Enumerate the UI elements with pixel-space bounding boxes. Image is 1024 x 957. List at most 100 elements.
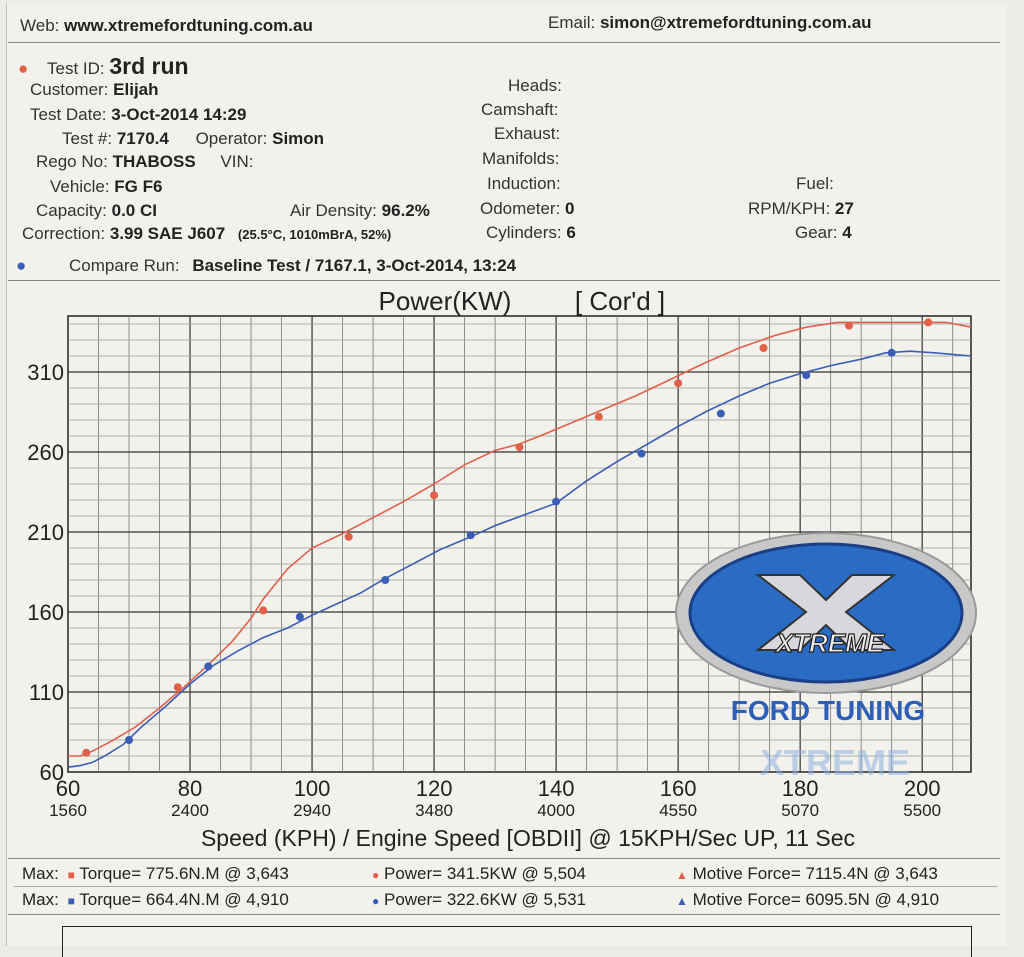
air-density-value: 96.2% xyxy=(381,201,430,220)
customer-label: Customer: xyxy=(30,80,109,99)
series-marker-1 xyxy=(674,379,683,388)
footer-torque-red: Torque= 775.6N.M @ 3,643 xyxy=(79,864,289,883)
test-id-label: Test ID: xyxy=(47,59,105,78)
footer-divider-mid xyxy=(14,886,998,887)
web-label: Web: xyxy=(20,16,60,35)
vehicle-label: Vehicle: xyxy=(50,177,110,196)
footer-power-blue-cell: ● Power= 322.6KW @ 5,531 xyxy=(372,890,586,910)
footer-row-blue: Max: ■ Torque= 664.4N.M @ 4,910 xyxy=(22,890,289,910)
x-tick-label: 80 xyxy=(178,776,202,801)
series-marker-1 xyxy=(759,344,768,352)
correction-label: Correction: xyxy=(22,224,106,243)
y-tick-label: 160 xyxy=(27,600,64,625)
rego-value: THABOSS xyxy=(112,152,196,171)
next-chart-frame xyxy=(62,926,972,957)
email-row: Email: simon@xtremefordtuning.com.au xyxy=(548,13,872,33)
x-axis-label: Speed (KPH) / Engine Speed [OBDII] @ 15K… xyxy=(201,825,855,851)
red-bullet-icon: ● xyxy=(18,59,29,78)
air-density-label: Air Density: xyxy=(290,201,377,220)
test-date-label: Test Date: xyxy=(30,105,107,124)
web-row: Web: www.xtremefordtuning.com.au xyxy=(20,16,313,36)
odometer-value: 0 xyxy=(565,199,575,218)
chart-title: Power(KW) xyxy=(379,286,512,316)
footer-torque-blue: Torque= 664.4N.M @ 4,910 xyxy=(79,890,289,909)
rpm-tick-label: 5500 xyxy=(903,801,941,820)
rpm-tick-label: 5070 xyxy=(781,801,819,820)
series-marker-2 xyxy=(716,409,725,418)
rpm-tick-label: 1560 xyxy=(49,801,87,820)
capacity-label: Capacity: xyxy=(36,201,107,220)
series-line-2 xyxy=(67,350,972,768)
series-marker-2 xyxy=(466,531,475,540)
induction-row: Induction: xyxy=(487,174,561,194)
blue-triangle-icon: ▲ xyxy=(676,894,688,908)
induction-label: Induction: xyxy=(487,174,561,193)
customer-row: Customer: Elijah xyxy=(30,80,159,100)
x-tick-label: 200 xyxy=(904,776,941,801)
manifolds-label: Manifolds: xyxy=(482,149,560,168)
series-marker-2 xyxy=(802,371,811,380)
operator-label: Operator: xyxy=(195,129,268,148)
plot-frame xyxy=(67,315,972,773)
vin-label: VIN: xyxy=(220,152,254,171)
x-tick-label: 160 xyxy=(660,776,697,801)
operator-value: Simon xyxy=(272,129,325,148)
x-tick-label: 180 xyxy=(782,776,819,801)
footer-divider-bottom xyxy=(8,914,1000,915)
camshaft-label: Camshaft: xyxy=(481,100,559,119)
chart-subtitle: [ Cor'd ] xyxy=(575,286,665,316)
gear-label: Gear: xyxy=(795,223,838,242)
red-dot-icon: ● xyxy=(372,868,380,882)
axis-ticks: 6011016021026031060156080240010029401203… xyxy=(27,360,941,820)
fuel-label: Fuel: xyxy=(796,174,834,193)
red-triangle-icon: ▲ xyxy=(676,868,688,882)
fuel-row: Fuel: xyxy=(796,174,834,194)
correction-value: 3.99 SAE J607 xyxy=(109,224,226,243)
email-label: Email: xyxy=(548,13,596,32)
rpm-kph-row: RPM/KPH: 27 xyxy=(748,199,854,219)
series-marker-1 xyxy=(844,321,853,330)
rego-label: Rego No: xyxy=(36,152,108,171)
header-divider xyxy=(8,42,1000,43)
compare-value: Baseline Test / 7167.1, 3-Oct-2014, 13:2… xyxy=(192,256,517,275)
test-id-value: 3rd run xyxy=(109,53,189,79)
blue-bullet-icon: ● xyxy=(16,256,27,275)
test-date-row: Test Date: 3-Oct-2014 14:29 xyxy=(30,105,246,125)
x-tick-label: 60 xyxy=(56,776,80,801)
rego-row: Rego No: THABOSS VIN: xyxy=(36,152,253,172)
footer-force-red: Motive Force= 7115.4N @ 3,643 xyxy=(692,864,938,883)
series-marker-1 xyxy=(430,491,439,500)
series-marker-2 xyxy=(552,497,561,506)
rpm-tick-label: 3480 xyxy=(415,801,453,820)
dyno-sheet xyxy=(6,4,1007,946)
footer-max-label: Max: xyxy=(22,890,59,909)
vehicle-value: FG F6 xyxy=(114,177,163,196)
footer-power-blue: Power= 322.6KW @ 5,531 xyxy=(383,890,586,909)
test-num-row: Test #: 7170.4 Operator: Simon xyxy=(62,129,324,149)
series-marker-1 xyxy=(344,532,353,541)
compare-row: ● Compare Run: Baseline Test / 7167.1, 3… xyxy=(16,256,516,276)
rpm-kph-label: RPM/KPH: xyxy=(748,199,831,218)
vehicle-row: Vehicle: FG F6 xyxy=(50,177,162,197)
series-marker-2 xyxy=(125,736,134,744)
gear-row: Gear: 4 xyxy=(795,223,852,243)
rpm-tick-label: 2400 xyxy=(171,801,209,820)
test-num-value: 7170.4 xyxy=(116,129,169,148)
rpm-tick-label: 2940 xyxy=(293,801,331,820)
exhaust-row: Exhaust: xyxy=(494,124,560,144)
footer-force-blue: Motive Force= 6095.5N @ 4,910 xyxy=(692,890,940,909)
footer-divider-top xyxy=(8,858,1000,859)
air-density-row: Air Density: 96.2% xyxy=(290,201,430,221)
footer-force-red-cell: ▲ Motive Force= 7115.4N @ 3,643 xyxy=(676,864,938,884)
rpm-kph-value: 27 xyxy=(834,199,854,218)
y-tick-label: 210 xyxy=(27,520,64,545)
blue-square-icon: ■ xyxy=(67,894,75,908)
y-tick-label: 60 xyxy=(40,760,64,785)
series-marker-1 xyxy=(924,318,933,327)
cylinders-row: Cylinders: 6 xyxy=(486,223,576,243)
series-marker-2 xyxy=(204,662,213,671)
test-date-value: 3-Oct-2014 14:29 xyxy=(111,105,247,124)
series-marker-2 xyxy=(295,612,304,621)
manifolds-row: Manifolds: xyxy=(482,149,559,169)
